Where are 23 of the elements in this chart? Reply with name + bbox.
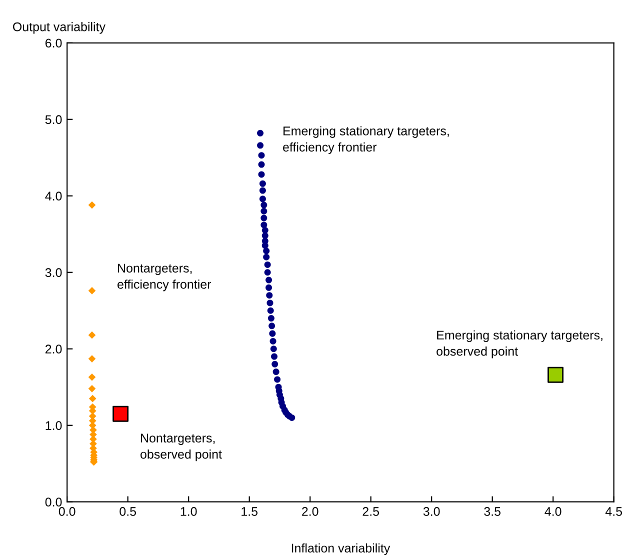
x-tick-label: 1.0: [180, 507, 197, 516]
y-tick-label: 0.0: [45, 498, 62, 507]
y-tick-label: 5.0: [45, 115, 62, 124]
x-axis-title: Inflation variability: [292, 543, 390, 556]
x-tick-label: 0.5: [120, 507, 136, 516]
y-axis-title: Output variability: [13, 22, 106, 34]
y-tick-label: 3.0: [45, 268, 62, 278]
text: Emerging stationary targeters, observed point: [436, 330, 602, 358]
y-tick-label: 1.0: [46, 421, 62, 430]
x-tick-label: 1.5: [242, 507, 258, 516]
x-tick-label: 3.5: [484, 507, 500, 516]
x-tick-label: 4.0: [544, 507, 562, 516]
x-tick-label: 4.5: [605, 507, 622, 516]
series-label: Emerging stationary targeters, efficiency frontier: [283, 126, 449, 154]
y-tick-label: 6.0: [45, 38, 62, 48]
x-tick-label: 3.0: [423, 507, 440, 516]
series-label: Nontargeters, observed point: [140, 434, 222, 462]
y-tick-label: 4.0: [45, 192, 62, 201]
x-tick-label: 2.5: [362, 507, 379, 516]
x-tick-label: 0.0: [58, 507, 76, 516]
y-tick-label: 2.0: [45, 344, 62, 354]
x-tick-label: 2.0: [302, 507, 318, 516]
series-label: Nontargeters, efficiency frontier: [118, 264, 212, 292]
